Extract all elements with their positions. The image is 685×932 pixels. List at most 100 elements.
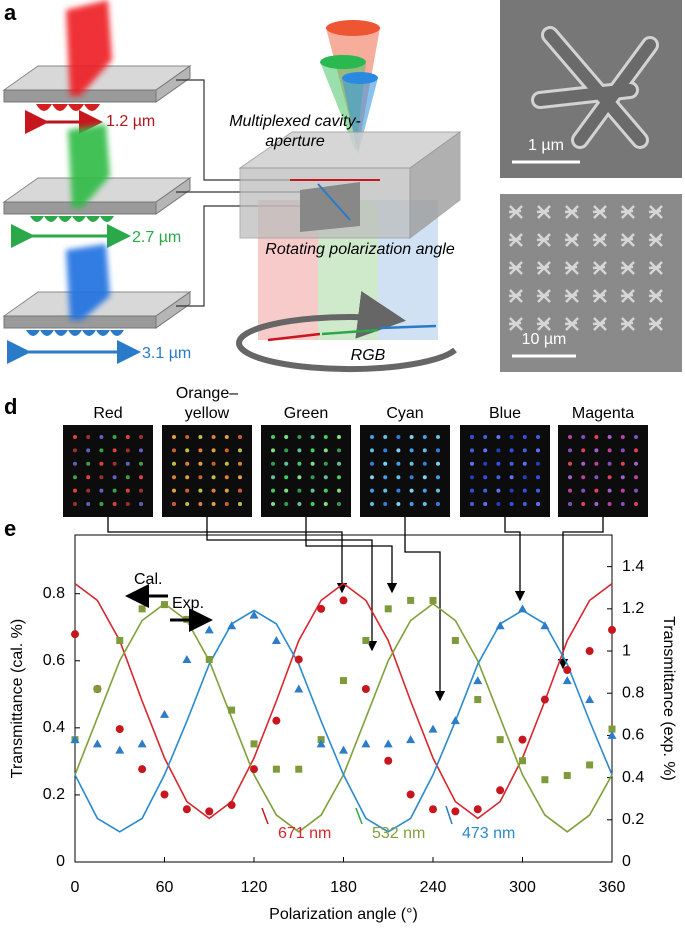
width-label: 1.2 µm (106, 113, 155, 130)
cavity-label-box: Multiplexed cavity-aperture (229, 113, 361, 150)
point (451, 807, 460, 816)
point (70, 735, 80, 744)
emission-spot (409, 461, 414, 466)
point (384, 756, 393, 765)
emission-spot (86, 488, 91, 493)
y2-tick-label: 1 (622, 642, 631, 659)
sem-c: 10 µm (500, 194, 682, 372)
emission-spot (99, 461, 104, 466)
point (586, 761, 594, 769)
emission-spot (509, 435, 514, 439)
emission-spot (396, 435, 401, 439)
emission-spot (509, 502, 514, 506)
box-side (409, 131, 461, 240)
emission-spot (594, 448, 599, 453)
emission-spot (172, 461, 176, 466)
emission-spot (224, 488, 229, 493)
point (137, 739, 147, 748)
emission-spot (238, 502, 242, 506)
emission-spot (125, 435, 130, 439)
structure (536, 289, 551, 303)
emission-spot (409, 435, 414, 439)
structure (536, 205, 551, 219)
emission-spot (198, 488, 203, 493)
emission-spot (396, 461, 401, 466)
x-tick-label: 360 (599, 879, 626, 896)
point (383, 739, 393, 748)
emission-spot (172, 435, 176, 439)
emission-spot (185, 475, 190, 480)
emission-spot (594, 488, 599, 493)
emission-spot (185, 435, 190, 439)
image-label: Cyan (386, 405, 424, 422)
emission-spot (310, 475, 315, 480)
emission-spot (310, 502, 315, 506)
y-tick-label: 0.2 (43, 786, 65, 803)
emission-spot (198, 502, 203, 506)
structure (536, 233, 551, 247)
annotation: Exp. (172, 595, 204, 612)
point (496, 786, 505, 795)
label-pointer (445, 805, 453, 825)
emission-spot (522, 488, 527, 493)
point (562, 676, 572, 685)
structure (564, 205, 579, 219)
y-tick-label: 0 (56, 853, 65, 870)
emission-spot (470, 435, 474, 439)
y2-tick-label: 0.2 (622, 811, 644, 828)
emission-spot (536, 448, 540, 453)
emission-spot (607, 475, 612, 480)
emission-spot (436, 461, 440, 466)
emission-spot (470, 488, 474, 493)
emission-spot (238, 448, 242, 453)
point (563, 666, 572, 675)
emission-spot (224, 435, 229, 439)
emission-spot (383, 461, 388, 466)
emission-spot (594, 435, 599, 439)
emission-spot (422, 475, 427, 480)
y2-tick-label: 0.4 (622, 769, 644, 786)
emission-spot (284, 435, 289, 439)
structure (592, 289, 607, 303)
x-tick-label: 240 (420, 879, 447, 896)
emission-image (261, 425, 351, 517)
x-tick-label: 60 (156, 879, 174, 896)
emission-spot (139, 488, 143, 493)
structure (508, 289, 523, 303)
emission-spot (323, 448, 328, 453)
emission-spot (483, 435, 488, 439)
structure (648, 205, 663, 219)
point (540, 695, 549, 704)
emission-image (360, 425, 450, 517)
point (160, 790, 169, 799)
emission-spot (211, 435, 216, 439)
point (496, 736, 504, 744)
emission-spot (496, 461, 501, 466)
y-tick-label: 0.6 (43, 652, 65, 669)
emission-spot (607, 448, 612, 453)
emission-spot (337, 475, 341, 480)
emission-spot (383, 435, 388, 439)
emission-spot (470, 502, 474, 506)
emission-spot (607, 435, 612, 439)
emission-spot (568, 461, 572, 466)
images-d (63, 425, 648, 517)
emission-spot (509, 461, 514, 466)
emission-spot (522, 475, 527, 480)
point (608, 625, 616, 634)
emission-spot (211, 448, 216, 453)
emission-spot (536, 488, 540, 493)
emission-spot (297, 502, 302, 506)
emission-spot (310, 488, 315, 493)
panel-letter: a (4, 0, 17, 25)
image-label: Blue (488, 405, 522, 422)
point (607, 730, 617, 739)
emission-spot (568, 448, 572, 453)
slab-blue (2, 244, 192, 364)
emission-spot (396, 448, 401, 453)
emission-spot (112, 461, 117, 466)
sem-image (500, 194, 682, 372)
slab-red (2, 0, 192, 134)
emission-spot (581, 502, 586, 506)
cone (342, 78, 378, 154)
